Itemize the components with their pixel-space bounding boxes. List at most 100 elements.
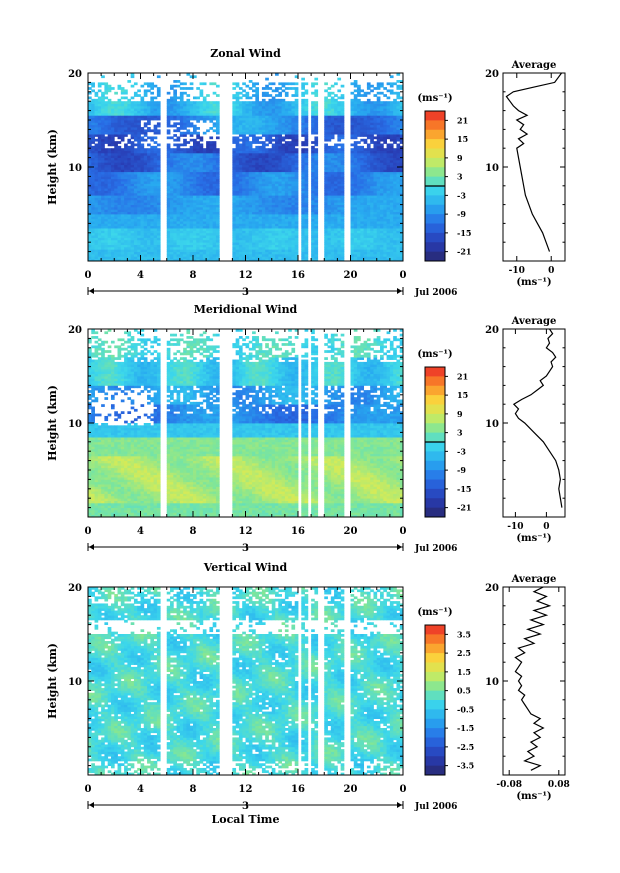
heatmap-cell [324,206,328,210]
heatmap-cell [248,96,253,100]
heatmap-cell [268,228,273,231]
heatmap-cell [271,82,276,86]
heatmap-cell [107,214,112,217]
heatmap-cell [278,253,282,257]
heatmap-cell [281,214,286,217]
heatmap-cell [291,82,296,86]
heatmap-cell [104,221,109,224]
heatmap-cell [301,176,305,180]
heatmap-cell [248,152,253,156]
heatmap-cell [186,110,191,114]
heatmap-cell [304,197,309,201]
heatmap-cell [232,157,237,161]
heatmap-cell [117,127,122,130]
heatmap-cell [199,145,204,149]
heatmap-cell [245,115,250,119]
heatmap-cell [193,235,197,238]
heatmap-cell [143,221,148,224]
heatmap-cell [245,164,250,168]
heatmap-cell [133,202,138,205]
heatmap-cell [330,235,335,238]
heatmap-cell [212,218,217,222]
heatmap-cell [294,176,299,180]
heatmap-cell [186,251,191,255]
heatmap-cell [357,150,361,154]
heatmap-cell [232,176,237,180]
heatmap-cell [301,141,305,144]
heatmap-cell [206,237,210,241]
heatmap-cell [209,110,214,114]
heatmap-cell [324,127,328,130]
heatmap-cell [363,206,368,210]
heatmap-cell [268,108,273,111]
heatmap-cell [147,120,151,123]
heatmap-cell [363,225,368,229]
heatmap-cell [140,199,145,203]
heatmap-cell [127,145,132,149]
heatmap-cell [147,108,151,111]
heatmap-cell [212,122,217,126]
heatmap-cell [353,141,358,144]
heatmap-cell [196,258,200,261]
heatmap-cell [363,218,368,222]
heatmap-cell [268,258,273,261]
heatmap-cell [199,237,204,241]
heatmap-cell [265,112,269,116]
heatmap-cell [235,145,240,149]
heatmap-cell [248,239,253,243]
heatmap-cell [268,150,273,154]
heatmap-cell [156,216,161,220]
heatmap-cell [206,225,210,229]
heatmap-cell [107,183,112,187]
heatmap-cell [261,192,266,196]
heatmap-cell [130,155,135,158]
heatmap-cell [124,185,128,189]
heatmap-cell [120,204,125,208]
heatmap-cell [350,131,355,135]
heatmap-cell [88,141,92,144]
heatmap-cell [334,143,338,147]
heatmap-cell [334,188,338,191]
heatmap-cell [193,127,197,130]
heatmap-cell [232,150,237,154]
heatmap-cell [330,91,335,95]
heatmap-cell [117,253,122,257]
heatmap-cell [186,192,191,196]
heatmap-cell [357,211,361,215]
heatmap-cell [248,197,253,201]
heatmap-cell [150,232,155,236]
heatmap-cell [124,162,128,166]
heatmap-cell [330,176,335,180]
heatmap-cell [275,253,279,257]
heatmap-cell [173,159,177,163]
heatmap-cell [186,124,191,128]
heatmap-cell [183,190,187,194]
heatmap-cell [238,138,243,142]
heatmap-cell [97,171,102,175]
heatmap-cell [360,192,365,196]
heatmap-cell [117,218,122,222]
heatmap-cell [193,162,197,166]
heatmap-cell [360,235,365,238]
heatmap-cell [173,258,177,261]
heatmap-cell [235,112,240,116]
heatmap-cell [110,230,115,234]
heatmap-cell [314,183,319,187]
heatmap-cell [107,150,112,154]
heatmap-cell [101,258,105,261]
heatmap-cell [324,148,328,151]
heatmap-cell [275,89,279,93]
heatmap-cell [101,159,105,163]
heatmap-cell [238,169,243,173]
heatmap-cell [209,157,214,161]
heatmap-cell [275,155,279,158]
heatmap-cell [183,242,187,245]
heatmap-cell [288,239,292,243]
heatmap-cell [97,199,102,203]
heatmap-cell [304,164,309,168]
heatmap-cell [170,209,174,213]
heatmap-cell [193,145,197,149]
heatmap-cell [104,150,109,154]
heatmap-cell [215,124,220,128]
heatmap-cell [311,258,315,261]
